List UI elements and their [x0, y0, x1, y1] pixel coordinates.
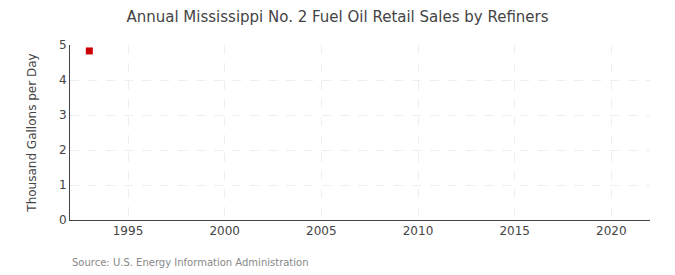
svg-text:Source: U.S. Energy Informatio: Source: U.S. Energy Information Administ…	[72, 257, 309, 268]
svg-text:2000: 2000	[209, 224, 240, 238]
svg-text:1995: 1995	[113, 224, 144, 238]
svg-text:2020: 2020	[596, 224, 627, 238]
svg-text:Annual Mississippi No. 2 Fuel: Annual Mississippi No. 2 Fuel Oil Retail…	[126, 8, 548, 26]
svg-text:2: 2	[59, 143, 67, 157]
svg-text:5: 5	[59, 38, 67, 52]
svg-text:1: 1	[59, 178, 67, 192]
svg-text:Thousand Gallons per Day: Thousand Gallons per Day	[25, 53, 39, 212]
svg-text:2005: 2005	[306, 224, 337, 238]
svg-text:3: 3	[59, 108, 67, 122]
svg-text:2010: 2010	[403, 224, 434, 238]
svg-text:4: 4	[59, 73, 67, 87]
svg-text:2015: 2015	[499, 224, 530, 238]
svg-text:0: 0	[59, 213, 67, 227]
